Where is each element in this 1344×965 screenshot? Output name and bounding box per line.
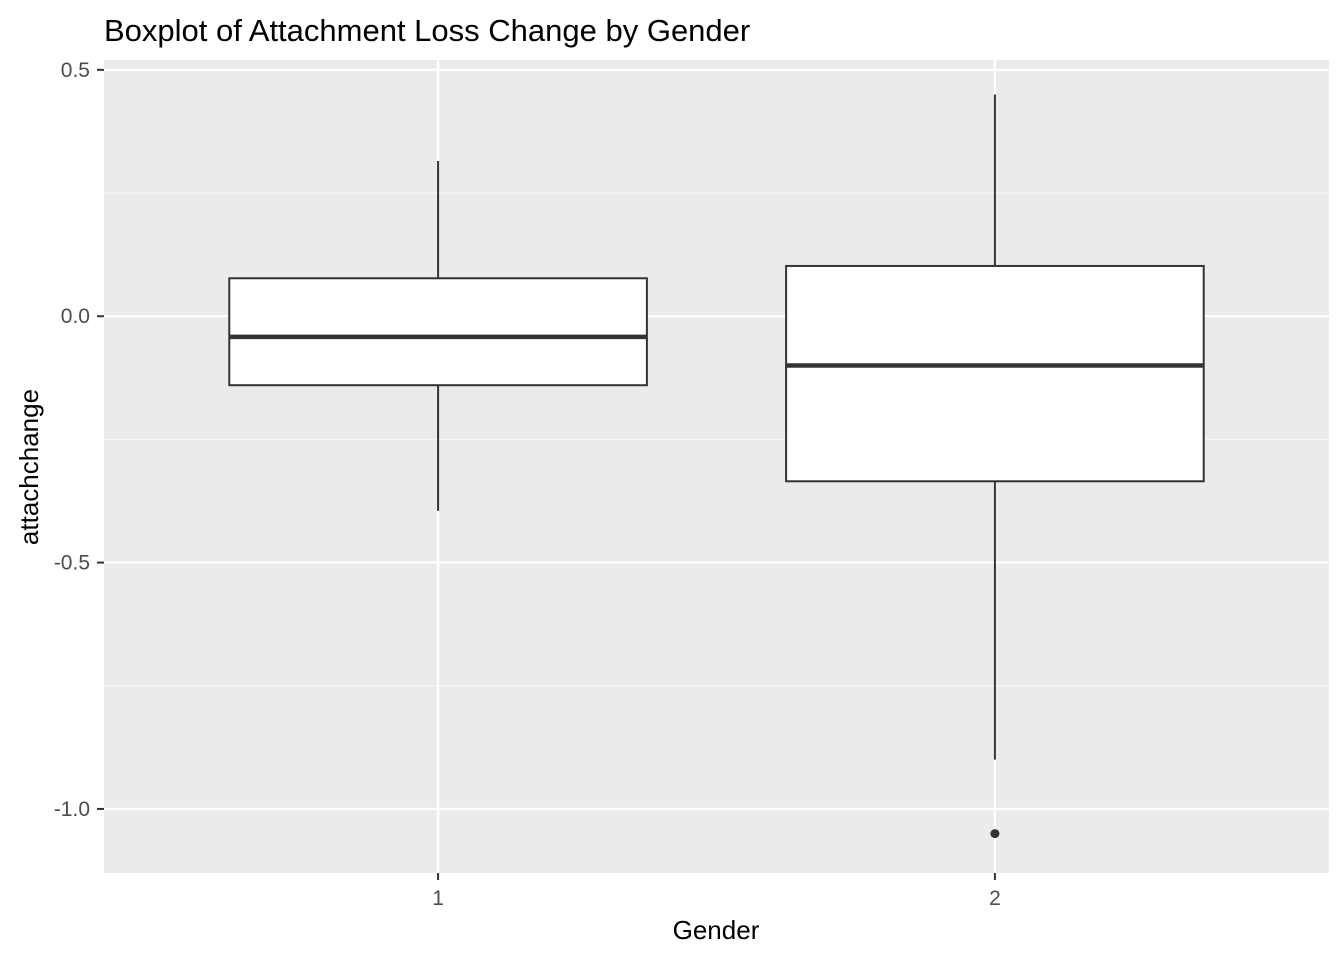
- y-tick-label: 0.5: [61, 59, 90, 82]
- x-axis-title: Gender: [673, 915, 760, 945]
- y-axis: 0.5 0.0 -0.5 -1.0: [54, 59, 104, 821]
- outlier-point: [990, 829, 1000, 839]
- y-tick-label: -1.0: [54, 798, 90, 821]
- box-series: [228, 94, 1205, 839]
- chart-title: Boxplot of Attachment Loss Change by Gen…: [104, 13, 750, 48]
- box-group: [785, 94, 1205, 839]
- y-tick-label: 0.0: [61, 305, 90, 328]
- y-axis-title: attachchange: [14, 389, 44, 545]
- y-tick-label: -0.5: [54, 552, 90, 575]
- x-tick-label: 2: [989, 887, 1001, 910]
- x-tick-label: 1: [432, 887, 444, 910]
- box-iqr: [228, 277, 648, 387]
- box-iqr: [785, 264, 1205, 483]
- box-group: [228, 161, 648, 511]
